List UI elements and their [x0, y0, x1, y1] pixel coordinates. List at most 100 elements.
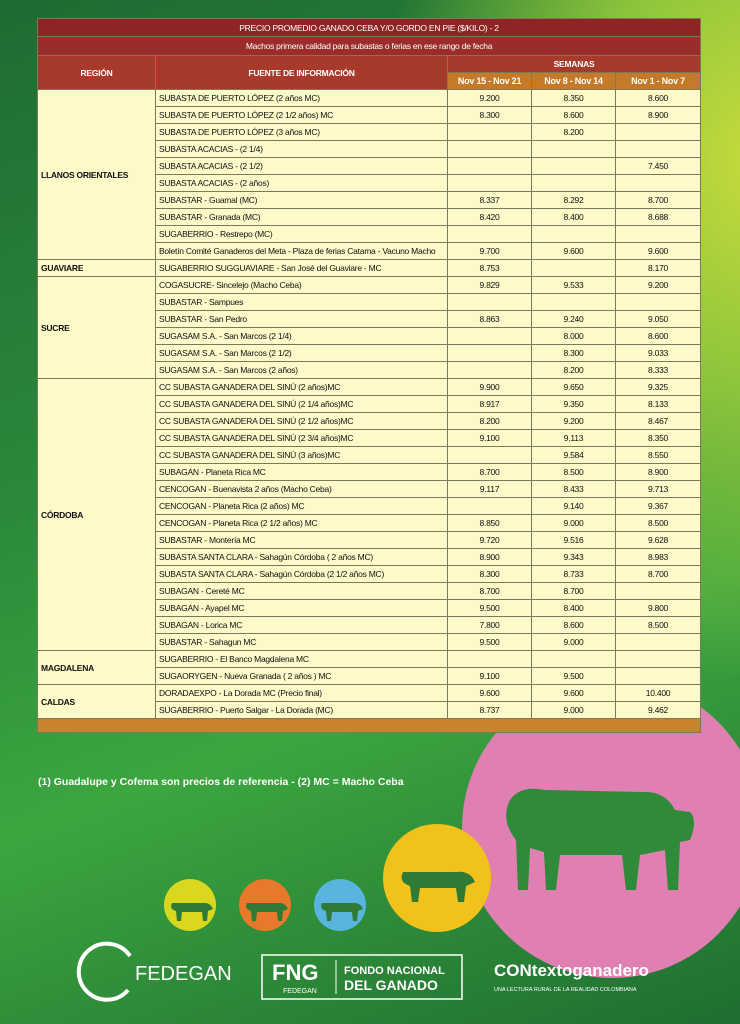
source-cell: SUGABERRIO - Restrepo (MC) — [155, 225, 448, 243]
price-cell: 8.300 — [447, 106, 532, 124]
price-cell: 8.333 — [614, 361, 702, 379]
price-cell: 9.100 — [447, 429, 532, 447]
price-cell: 9.240 — [531, 310, 616, 328]
data-row: CALDAS DORADAEXPO - La Dorada MC (Precio … — [37, 684, 702, 719]
price-cell — [447, 157, 532, 175]
price-cell: 8.917 — [447, 395, 532, 413]
region-cell: LLANOS ORIENTALES — [37, 89, 156, 260]
price-cell — [447, 293, 532, 311]
price-cell — [447, 225, 532, 243]
subtitle-row: Machos primera calidad para subastas o f… — [36, 36, 702, 56]
fondo-line-2: DEL GANADO — [344, 977, 438, 993]
source-cell: SUBASTAR - Montería MC — [155, 531, 448, 549]
price-cell: 9.600 — [531, 684, 616, 702]
source-cell: COGASUCRE- Sincelejo (Macho Ceba) — [155, 276, 448, 294]
data-row: SUBASTAR - San Pedro 8.863 9.240 9.050 — [38, 310, 702, 328]
price-cell: 9.584 — [531, 446, 616, 464]
contexto-tagline: UNA LECTURA RURAL DE LA REALIDAD COLOMBI… — [494, 987, 637, 993]
price-cell: 8.300 — [531, 344, 616, 362]
price-cell: 8.550 — [614, 446, 702, 464]
fedegan-logo-arc — [76, 941, 132, 1002]
source-cell: CC SUBASTA GANADERA DEL SINÚ (3 años)MC — [155, 446, 448, 464]
data-row: GUAVIARE SUGABERRIO SUGGUAVIARE - San Jos… — [37, 259, 702, 277]
source-cell: CENCOGAN - Buenavista 2 años (Macho Ceba… — [155, 480, 448, 498]
price-cell: 8.688 — [614, 208, 702, 226]
source-cell: SUBAGAN - Lorica MC — [155, 616, 448, 634]
data-row: SUCRE COGASUCRE- Sincelejo (Macho Ceba) 9.… — [37, 276, 702, 379]
header-row: REGIÓN FUENTE DE INFORMACIÓN SEMANAS — [37, 55, 702, 90]
price-cell: 8.200 — [531, 361, 616, 379]
price-table: PRECIO PROMEDIO GANADO CEBA Y/O GORDO EN… — [36, 18, 702, 733]
end-bar — [36, 718, 702, 733]
source-cell: DORADAEXPO - La Dorada MC (Precio final) — [155, 684, 448, 702]
data-row: CC SUBASTA GANADERA DEL SINÚ (3 años)MC 9… — [38, 446, 702, 464]
price-cell: 9.516 — [531, 531, 616, 549]
source-cell: SUBASTAR - Sampues — [155, 293, 448, 311]
price-cell: 9.462 — [614, 701, 702, 719]
price-cell: 9.800 — [614, 599, 702, 617]
price-cell: 9.200 — [531, 412, 616, 430]
price-cell — [614, 582, 702, 600]
source-cell: SUBAGAN - Cereté MC — [155, 582, 448, 600]
fedegan-text: FEDEGAN — [135, 963, 232, 985]
week-label: Nov 15 - Nov 21 — [447, 72, 532, 90]
price-cell: 8.200 — [531, 123, 616, 141]
price-cell: 8.900 — [447, 548, 532, 566]
price-cell: 8.700 — [614, 191, 702, 209]
price-cell: 9.600 — [447, 684, 532, 702]
data-row: SUBASTA DE PUERTO LÓPEZ (3 años MC) 8.200 — [38, 123, 702, 141]
source-cell: CC SUBASTA GANADERA DEL SINÚ (2 3/4 años… — [155, 429, 448, 447]
price-cell — [614, 633, 702, 651]
source-cell: CC SUBASTA GANADERA DEL SINÚ (2 años)MC — [155, 378, 448, 396]
price-cell: 9.829 — [447, 276, 532, 294]
price-cell: 8.433 — [531, 480, 616, 498]
data-row: Boletín Comité Ganaderos del Meta - Plaz… — [38, 242, 702, 260]
region-cell: CÓRDOBA — [37, 378, 156, 651]
price-cell: 8.983 — [614, 548, 702, 566]
price-cell — [614, 140, 702, 158]
source-cell: CC SUBASTA GANADERA DEL SINÚ (2 1/4 años… — [155, 395, 448, 413]
region-cell: SUCRE — [37, 276, 156, 379]
price-cell: 8.900 — [614, 106, 702, 124]
price-cell: 8.600 — [614, 327, 702, 345]
data-row: SUGASAM S.A. - San Marcos (2 1/2) 8.300 9.… — [38, 344, 702, 362]
region-cell: CALDAS — [37, 684, 156, 719]
price-cell: 9.500 — [447, 599, 532, 617]
price-cell — [531, 225, 616, 243]
data-row: CENCOGAN - Buenavista 2 años (Macho Ceba… — [38, 480, 702, 498]
data-row: SUBASTA DE PUERTO LÓPEZ (2 1/2 años) MC 8… — [38, 106, 702, 124]
price-cell: 7.450 — [614, 157, 702, 175]
price-cell: 9.700 — [447, 242, 532, 260]
price-cell: 7.800 — [447, 616, 532, 634]
table-title: PRECIO PROMEDIO GANADO CEBA Y/O GORDO EN… — [36, 18, 702, 37]
region-cell: GUAVIARE — [37, 259, 156, 277]
source-cell: SUBASTA DE PUERTO LÓPEZ (2 1/2 años) MC — [155, 106, 448, 124]
price-cell — [447, 446, 532, 464]
region-cell: MAGDALENA — [37, 650, 156, 685]
source-cell: SUBAGAN - Ayapel MC — [155, 599, 448, 617]
source-cell: SUBASTA SANTA CLARA - Sahagún Córdoba (2… — [155, 565, 448, 583]
price-cell: 8.850 — [447, 514, 532, 532]
cow-small — [171, 871, 475, 921]
price-cell: 8.400 — [531, 599, 616, 617]
price-cell: 8.600 — [531, 106, 616, 124]
price-cell — [447, 174, 532, 192]
price-cell: 8.000 — [531, 327, 616, 345]
source-cell: SUBASTA ACACIAS - (2 años) — [155, 174, 448, 192]
data-row: SUBASTAR - Guamal (MC) 8.337 8.292 8.700 — [38, 191, 702, 209]
price-cell: 9.600 — [531, 242, 616, 260]
end-row — [36, 718, 702, 733]
price-cell: 9.117 — [447, 480, 532, 498]
data-row: CC SUBASTA GANADERA DEL SINÚ (2 1/2 años… — [38, 412, 702, 430]
price-cell: 8.753 — [447, 259, 532, 277]
week-label: Nov 8 - Nov 14 — [531, 72, 616, 90]
contexto-text: CONtextoganadero — [494, 961, 649, 980]
week-label: Nov 1 - Nov 7 — [614, 72, 702, 90]
data-row: SUBASTAR - Montería MC 9.720 9.516 9.628 — [38, 531, 702, 549]
data-row: CC SUBASTA GANADERA DEL SINÚ (2 3/4 años… — [38, 429, 702, 447]
data-row: SUBASTA ACACIAS - (2 1/2) 7.450 — [38, 157, 702, 175]
price-cell: 8.500 — [531, 463, 616, 481]
price-cell: 9.200 — [447, 89, 532, 107]
